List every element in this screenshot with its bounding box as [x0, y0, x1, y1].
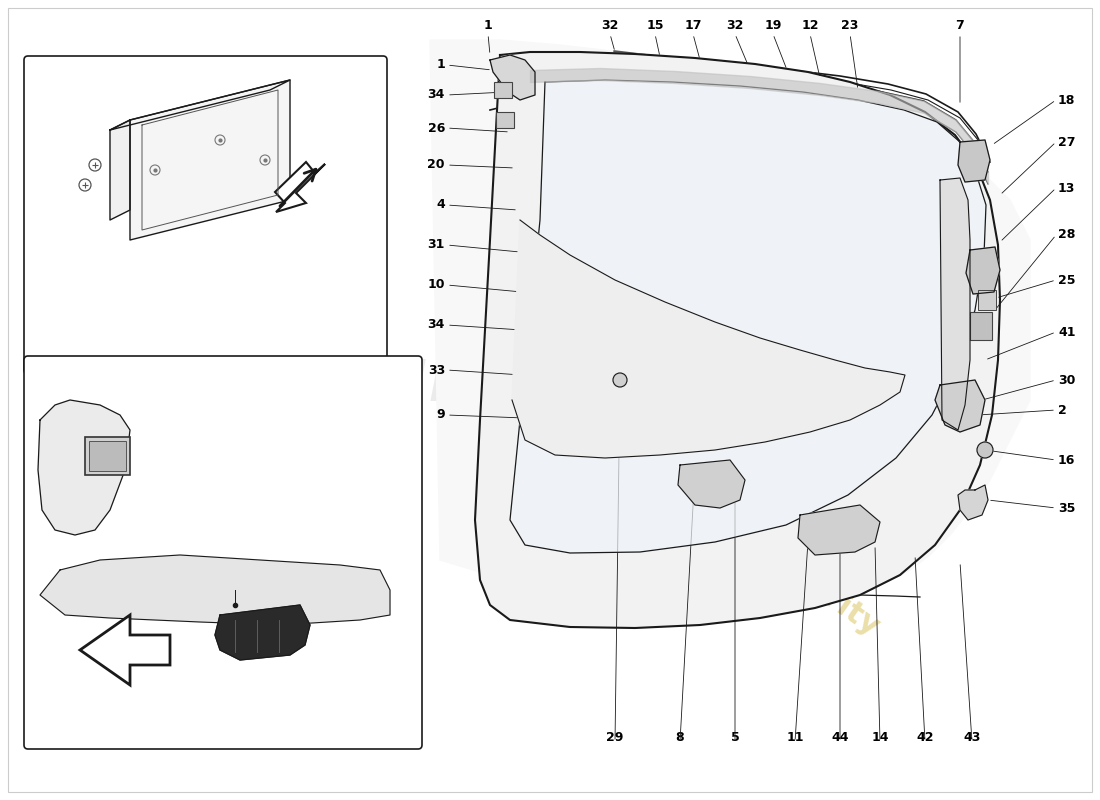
Text: 44: 44: [832, 731, 849, 744]
Bar: [496, 112, 514, 128]
Polygon shape: [958, 140, 990, 182]
Text: 7: 7: [956, 19, 965, 32]
Polygon shape: [110, 120, 130, 220]
Text: 8: 8: [675, 731, 684, 744]
Text: 16: 16: [1058, 454, 1076, 466]
Text: 1: 1: [484, 19, 493, 32]
Text: VALE PER MERCATO CINA: VALE PER MERCATO CINA: [117, 302, 284, 314]
Polygon shape: [958, 485, 988, 520]
Text: 35: 35: [1058, 502, 1076, 514]
Text: 10: 10: [428, 278, 446, 291]
Polygon shape: [430, 40, 1030, 600]
Text: 32: 32: [726, 19, 744, 32]
Text: 36: 36: [48, 203, 65, 217]
Text: 12: 12: [801, 19, 818, 32]
Bar: [970, 312, 992, 340]
Bar: [89, 441, 127, 471]
Text: 9: 9: [437, 409, 446, 422]
Circle shape: [977, 442, 993, 458]
Text: 25: 25: [1058, 274, 1076, 286]
Text: 40: 40: [310, 710, 329, 723]
Text: VALID FOR CHINA MARKET: VALID FOR CHINA MARKET: [112, 322, 288, 334]
Text: 21: 21: [258, 710, 277, 723]
Polygon shape: [130, 80, 290, 240]
Polygon shape: [510, 80, 986, 553]
Text: 19: 19: [764, 19, 782, 32]
Text: 38: 38: [48, 146, 65, 159]
Text: eurocarparts: eurocarparts: [322, 343, 878, 417]
FancyBboxPatch shape: [24, 356, 422, 749]
Polygon shape: [940, 178, 970, 430]
Text: 20: 20: [428, 158, 446, 171]
Polygon shape: [678, 460, 745, 508]
Polygon shape: [798, 505, 880, 555]
Text: 34: 34: [428, 318, 446, 331]
Polygon shape: [935, 380, 984, 432]
Bar: [85, 437, 130, 475]
Bar: [494, 82, 512, 98]
Text: 5: 5: [730, 731, 739, 744]
Polygon shape: [110, 80, 290, 130]
Text: 24: 24: [131, 372, 150, 385]
Polygon shape: [39, 400, 130, 535]
Polygon shape: [490, 55, 535, 100]
Text: 26: 26: [428, 122, 446, 134]
Text: 27: 27: [1058, 135, 1076, 149]
Text: 13: 13: [1058, 182, 1076, 194]
Text: 34: 34: [428, 89, 446, 102]
Bar: [978, 290, 996, 310]
Text: 30: 30: [1058, 374, 1076, 386]
Text: a passion for sincerity: a passion for sincerity: [556, 398, 884, 642]
FancyBboxPatch shape: [24, 56, 387, 374]
Text: 28: 28: [1058, 229, 1076, 242]
Text: 23: 23: [842, 19, 859, 32]
Polygon shape: [966, 247, 1000, 294]
Polygon shape: [80, 615, 170, 685]
Text: 42: 42: [916, 731, 934, 744]
Circle shape: [613, 373, 627, 387]
Text: 14: 14: [871, 731, 889, 744]
Polygon shape: [214, 605, 310, 660]
Text: 4: 4: [437, 198, 446, 211]
Text: 37: 37: [48, 171, 65, 185]
Text: 32: 32: [602, 19, 618, 32]
Text: 11: 11: [786, 731, 804, 744]
Polygon shape: [40, 555, 390, 625]
Text: 2: 2: [1058, 403, 1067, 417]
Text: 17: 17: [684, 19, 702, 32]
Text: 39: 39: [212, 710, 231, 723]
Text: 29: 29: [606, 731, 624, 744]
Text: 1: 1: [437, 58, 446, 71]
Text: 18: 18: [1058, 94, 1076, 106]
Text: 15: 15: [647, 19, 663, 32]
Text: 33: 33: [428, 363, 446, 377]
Text: 43: 43: [964, 731, 981, 744]
Text: 41: 41: [1058, 326, 1076, 338]
Text: 31: 31: [428, 238, 446, 251]
Polygon shape: [275, 162, 324, 212]
Polygon shape: [512, 220, 905, 458]
Polygon shape: [475, 52, 1000, 628]
Text: 22: 22: [101, 372, 119, 385]
